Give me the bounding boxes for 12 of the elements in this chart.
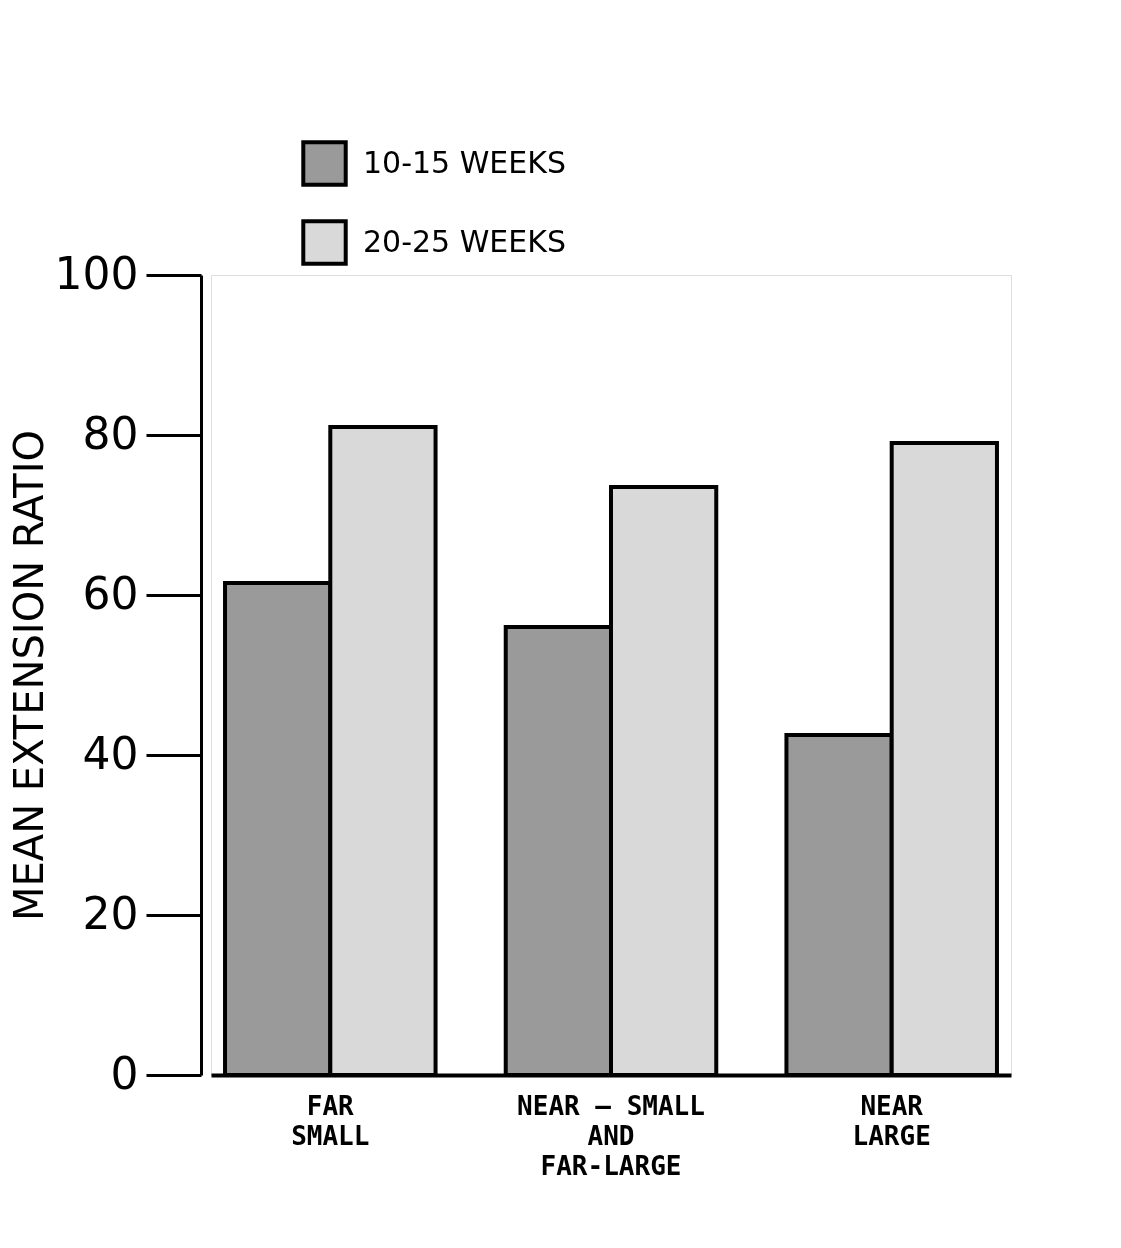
y-tick-label: 20 — [82, 887, 139, 939]
legend-label: 10-15 WEEKS — [363, 144, 566, 180]
y-tick-label: 60 — [82, 567, 139, 619]
y-tick-label: 80 — [82, 407, 139, 459]
y-tick-label: 0 — [110, 1047, 139, 1099]
legend-label: 20-25 WEEKS — [363, 223, 566, 259]
x-tick-label: FAR SMALL — [291, 1090, 370, 1151]
x-tick-label: NEAR LARGE — [852, 1090, 931, 1151]
y-tick-label: 40 — [82, 727, 139, 779]
y-axis-title: MEAN EXTENSION RATIO — [5, 430, 52, 921]
y-tick-label: 100 — [54, 247, 139, 299]
x-tick-label: NEAR — SMALL AND FAR-LARGE — [517, 1090, 705, 1181]
